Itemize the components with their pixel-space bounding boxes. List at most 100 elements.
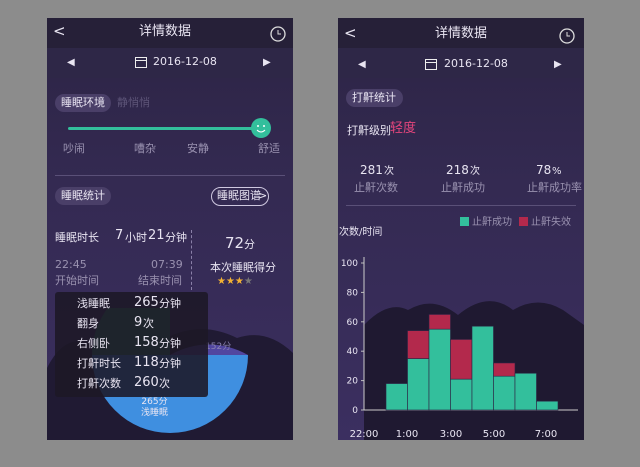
separator	[191, 230, 192, 290]
popup-label: 打鼾时长	[77, 357, 121, 370]
summary-unit: 次	[384, 166, 394, 177]
legend-swatch	[519, 217, 528, 226]
y-tick-label: 80	[347, 288, 359, 298]
pie-label: 152分	[205, 342, 232, 352]
popup-label: 浅睡眠	[77, 297, 110, 310]
score: 72	[225, 234, 245, 252]
bar-segment	[407, 358, 430, 411]
minutes-unit: 分钟	[165, 231, 187, 244]
map-button-text: 睡眠图谱	[217, 189, 261, 202]
bar-segment	[493, 362, 516, 377]
popup-value: 118	[134, 355, 159, 370]
x-tick-label: 22:00	[350, 429, 379, 440]
bar-segment	[514, 372, 537, 411]
summary-unit: 次	[470, 166, 480, 177]
legend-label: 止鼾成功	[472, 215, 512, 228]
map-button[interactable]	[211, 187, 269, 206]
left-screen: < 详情数据 ◀ 2016-12-08 ▶ 睡眠环境 静悄悄 吵闹 嘈杂 安静 …	[47, 18, 293, 440]
y-tick-label: 20	[347, 377, 359, 387]
header	[338, 18, 584, 48]
right-screen: < 详情数据 ◀ 2016-12-08 ▶ 打鼾统计 打鼾级别 轻度 281 次止…	[338, 18, 584, 440]
popup-label: 右侧卧	[77, 337, 110, 350]
summary-value: 218	[446, 163, 469, 177]
x-tick-label: 7:00	[535, 429, 557, 440]
popup-unit: 分钟	[159, 337, 181, 350]
bar-segment	[536, 400, 559, 411]
end-time: 07:39	[151, 258, 183, 271]
popup-value: 260	[134, 375, 159, 390]
x-tick-label: 5:00	[483, 429, 505, 440]
pill	[55, 94, 111, 112]
date-bar	[47, 48, 293, 78]
level: 轻度	[390, 121, 417, 136]
prev-day[interactable]: ◀	[67, 57, 75, 68]
slider-knob[interactable]	[250, 117, 272, 139]
divider	[55, 175, 285, 176]
bar-segment	[407, 330, 430, 359]
popup-value: 158	[134, 335, 159, 350]
level-label: 打鼾级别	[347, 124, 391, 137]
hours: 7	[115, 228, 124, 243]
calendar-icon	[135, 57, 147, 68]
y-tick-label: 0	[352, 406, 358, 416]
title: 详情数据	[435, 26, 488, 41]
y-tick-label: 40	[347, 347, 359, 357]
popup-unit: 次	[159, 377, 170, 390]
date: 2016-12-08	[444, 57, 508, 70]
date: 2016-12-08	[153, 55, 217, 68]
stars: ★★★★	[217, 276, 253, 287]
summary-value: 281	[360, 163, 383, 177]
score-unit: 分	[244, 238, 255, 251]
start-label: 开始时间	[55, 274, 99, 287]
summary-label: 止鼾成功率	[527, 181, 582, 194]
date-bar	[338, 48, 584, 78]
slider-track	[68, 127, 261, 130]
summary-label: 止鼾次数	[354, 181, 398, 194]
popup-value: 265	[134, 295, 159, 310]
header	[47, 18, 293, 48]
history-icon[interactable]	[267, 23, 287, 43]
bar-segment	[471, 325, 494, 411]
chart: 次数/时间 止鼾成功 止鼾失效 0 20 40 60 80 100 22:00 1:00 3:00 5:…	[339, 215, 584, 440]
legend-swatch	[460, 217, 469, 226]
divider	[346, 205, 576, 206]
bar-segment	[450, 339, 473, 380]
popup-label: 打鼾次数	[77, 377, 121, 390]
pie-label: 265分 浅睡眠	[141, 397, 169, 418]
prev-day[interactable]: ◀	[358, 59, 366, 70]
env-label: 睡眠环境	[61, 96, 105, 109]
summary-value: 78	[536, 163, 552, 177]
legend-label: 止鼾失效	[531, 215, 571, 228]
next-day[interactable]: ▶	[554, 59, 562, 70]
bar-segment	[450, 378, 473, 411]
stats-label: 睡眠统计	[61, 189, 105, 202]
env-faded: 静悄悄	[117, 96, 150, 109]
calendar-icon	[425, 59, 437, 70]
duration-label: 睡眠时长	[55, 231, 99, 244]
hours-unit: 小时	[125, 231, 147, 244]
bar-segment	[428, 328, 451, 411]
scale-label: 吵闹	[63, 142, 85, 155]
score-label: 本次睡眠得分	[210, 261, 276, 274]
y-axis-label: 次数/时间	[339, 225, 382, 238]
summary-unit: %	[552, 166, 562, 177]
next-day[interactable]: ▶	[263, 57, 271, 68]
bar-segment	[428, 314, 451, 330]
y-tick-label: 100	[341, 259, 358, 269]
popup-label: 翻身	[77, 317, 99, 330]
scale-label: 嘈杂	[134, 142, 156, 155]
bar-segment	[385, 383, 408, 411]
back[interactable]: <	[53, 22, 66, 40]
x-tick-label: 3:00	[440, 429, 462, 440]
start-time: 22:45	[55, 258, 87, 271]
x-tick-label: 1:00	[396, 429, 418, 440]
minutes: 21	[148, 228, 165, 243]
history-icon[interactable]	[556, 25, 576, 45]
scale-label: 安静	[187, 142, 209, 155]
popup-unit: 分钟	[159, 297, 181, 310]
snore-label: 打鼾统计	[352, 91, 396, 104]
scale-label: 舒适	[258, 142, 280, 155]
back[interactable]: <	[344, 24, 357, 42]
y-tick-label: 60	[347, 318, 359, 328]
